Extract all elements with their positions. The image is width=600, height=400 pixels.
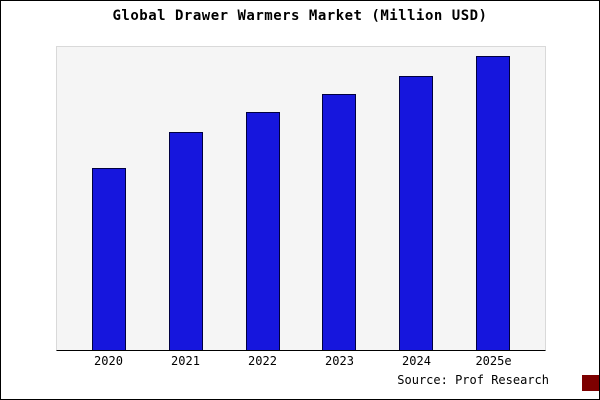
x-tick-2025e: 2025e: [475, 354, 512, 368]
bar-cell-2021: [148, 47, 225, 350]
bar-2023: [322, 94, 357, 350]
x-tick-2023: 2023: [325, 354, 354, 368]
bar-2021: [169, 132, 203, 350]
bar-cell-2023: [301, 47, 378, 350]
x-tick-2022: 2022: [248, 354, 277, 368]
x-tick-2020: 2020: [94, 354, 123, 368]
bar-cell-2024: [378, 47, 455, 350]
watermark-badge: [582, 375, 599, 391]
x-tick-2021: 2021: [171, 354, 200, 368]
bar-2024: [399, 76, 434, 350]
x-axis-labels: 2020 2021 2022 2023 2024 2025e: [56, 354, 546, 368]
bar-2025e: [475, 55, 510, 350]
plot-area: [56, 46, 546, 351]
bars-container: [57, 47, 545, 350]
bar-cell-2022: [224, 47, 301, 350]
source-text: Source: Prof Research: [397, 373, 549, 387]
chart-title: Global Drawer Warmers Market (Million US…: [112, 8, 488, 24]
bar-2020: [92, 167, 127, 350]
bar-cell-2025e: [454, 47, 531, 350]
bar-cell-2020: [71, 47, 148, 350]
x-tick-2024: 2024: [402, 354, 431, 368]
bar-2022: [245, 111, 280, 350]
